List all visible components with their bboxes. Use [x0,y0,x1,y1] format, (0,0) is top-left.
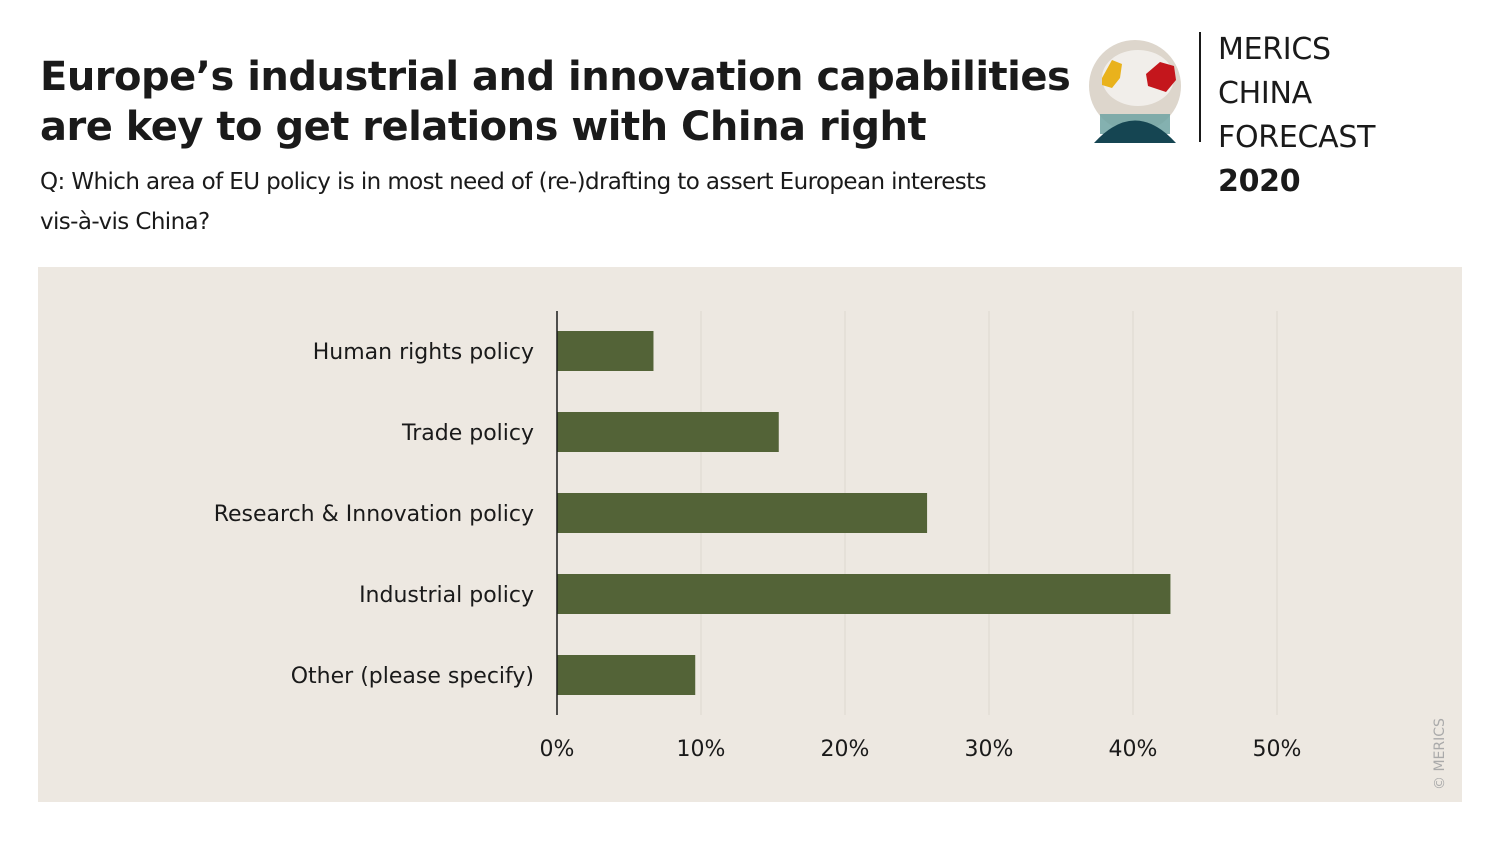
logo-year: 2020 [1218,164,1301,199]
bar-other-please-specify [557,655,696,695]
category-label: Human rights policy [313,340,534,365]
x-tick-label: 20% [821,737,870,762]
x-tick-label: 10% [677,737,726,762]
logo-line-1: MERICS [1218,32,1331,67]
x-tick-label: 50% [1253,737,1302,762]
category-label: Industrial policy [359,583,534,608]
bar-human-rights-policy [557,331,654,371]
merics-logo: MERICS CHINA FORECAST 2020 [1088,28,1468,199]
x-tick-label: 0% [540,737,575,762]
logo-text: MERICS CHINA FORECAST 2020 [1218,28,1468,204]
logo-divider [1199,32,1201,142]
globe-icon [1089,40,1181,143]
x-tick-label: 40% [1109,737,1158,762]
logo-line-2: CHINA FORECAST [1218,76,1376,155]
category-label: Other (please specify) [291,664,534,689]
survey-question: Q: Which area of EU policy is in most ne… [40,169,987,235]
x-tick-label: 30% [965,737,1014,762]
title-line-2: are key to get relations with China righ… [40,104,927,150]
category-label: Research & Innovation policy [214,502,534,527]
copyright: © MERICS [1432,718,1448,790]
page-title: Europe’s industrial and innovation capab… [40,52,1071,152]
chart-background [38,267,1462,802]
category-label: Trade policy [401,421,534,446]
bar-research-innovation-policy [557,493,928,533]
bar-trade-policy [557,412,779,452]
title-line-1: Europe’s industrial and innovation capab… [40,54,1071,100]
bar-industrial-policy [557,574,1171,614]
